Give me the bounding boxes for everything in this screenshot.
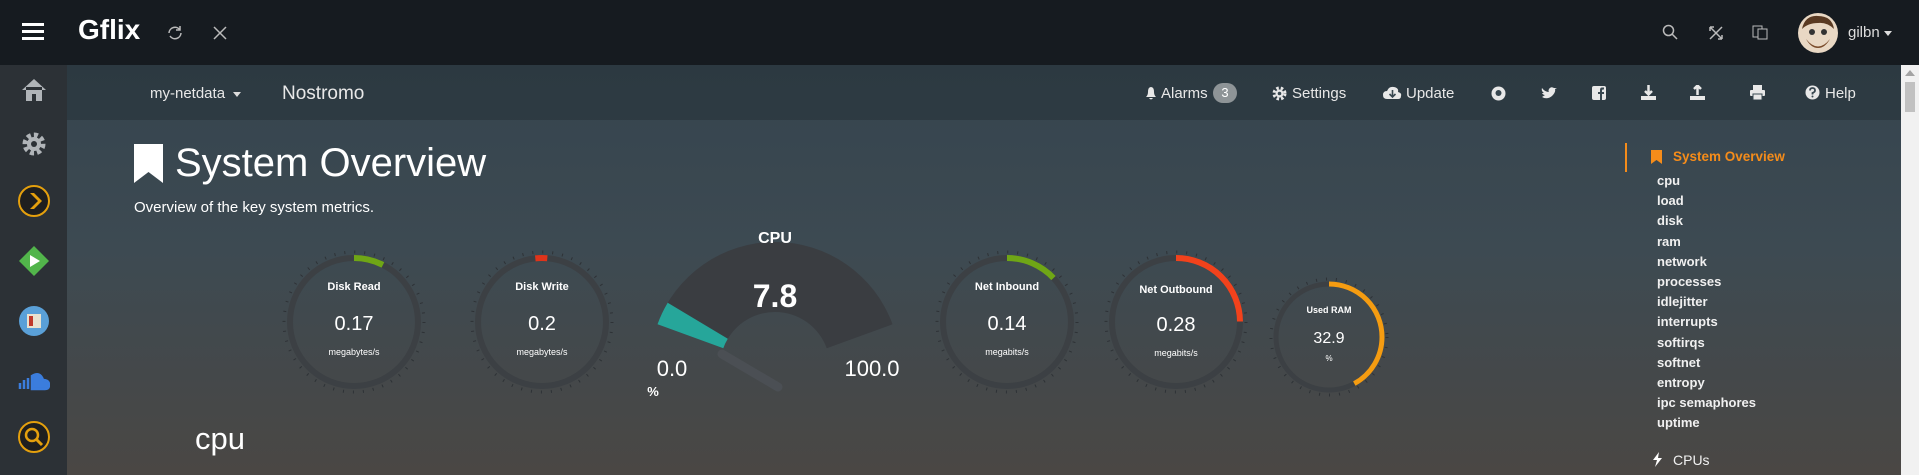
page-title: System Overview <box>175 141 487 185</box>
toc-item[interactable]: ipc semaphores <box>1657 395 1756 411</box>
gauge-title: Used RAM <box>1306 305 1351 315</box>
gauge-disk-write <box>470 250 614 394</box>
user-caret <box>1884 31 1892 36</box>
plex-icon[interactable] <box>18 185 50 217</box>
bell-icon <box>1146 87 1156 100</box>
title-bookmark <box>134 144 163 183</box>
alarms-link[interactable]: Alarms <box>1161 85 1208 102</box>
fullscreen-icon[interactable] <box>1708 25 1724 41</box>
cpu-gauge <box>657 241 893 392</box>
download-icon[interactable] <box>1641 85 1656 100</box>
cpu-gauge-fill <box>657 302 728 349</box>
gauge-title: Disk Read <box>327 281 380 293</box>
translate-icon[interactable] <box>1752 24 1768 40</box>
gauge-value: 32.9 <box>1313 330 1344 347</box>
github-icon[interactable] <box>1491 86 1506 101</box>
gauge-title: Net Outbound <box>1139 284 1212 296</box>
toc-item[interactable]: processes <box>1657 274 1722 289</box>
soundcloud-icon[interactable] <box>18 371 50 391</box>
side-bar <box>0 65 67 475</box>
settings-nav-icon <box>1272 86 1287 101</box>
toc-item[interactable]: network <box>1657 253 1707 269</box>
cpu-gauge-needle <box>717 349 783 392</box>
help-link[interactable]: Help <box>1825 85 1856 102</box>
gauge-units: megabits/s <box>985 347 1029 357</box>
settings-link[interactable]: Settings <box>1292 85 1347 102</box>
update-link[interactable]: Update <box>1406 85 1455 102</box>
gauge-units: megabytes/s <box>328 347 380 357</box>
cpu-gauge-title: CPU <box>758 230 792 247</box>
toc-item[interactable]: disk <box>1657 213 1684 229</box>
alarms-badge: 3 <box>1213 83 1237 103</box>
toc-bolt <box>1653 452 1662 467</box>
toc-item[interactable]: idlejitter <box>1657 294 1708 310</box>
twitter-icon[interactable] <box>1541 87 1557 100</box>
toc-item[interactable]: softnet <box>1657 354 1701 370</box>
gauge-units: % <box>1325 354 1332 363</box>
settings-icon[interactable] <box>21 131 47 157</box>
host-menu[interactable]: my-netdata <box>150 85 226 102</box>
page-subtitle: Overview of the key system metrics. <box>134 199 375 216</box>
scroll-up[interactable] <box>1905 70 1915 77</box>
toc-item[interactable]: softirqs <box>1657 334 1705 350</box>
refresh-icon[interactable] <box>166 24 184 42</box>
dashboard <box>67 65 1901 475</box>
gauge-title: Net Inbound <box>975 281 1039 293</box>
gauge-units: megabytes/s <box>516 347 568 357</box>
toc-item[interactable]: cpu <box>1657 173 1681 188</box>
gauge-net-outbound <box>1104 250 1248 394</box>
search-app-icon[interactable] <box>18 421 50 453</box>
gauge-used-ram <box>1269 277 1389 397</box>
toc-item[interactable]: ram <box>1657 233 1681 249</box>
gauge-value: 0.2 <box>528 313 556 335</box>
host-name: Nostromo <box>282 83 365 104</box>
toc-bookmark <box>1651 150 1662 164</box>
update-icon <box>1383 86 1402 99</box>
host-caret <box>233 92 241 97</box>
toc-item[interactable]: load <box>1657 193 1684 209</box>
gauge-value: 0.17 <box>335 313 374 335</box>
gauge-title: Disk Write <box>515 281 569 293</box>
gauge-net-inbound <box>935 250 1079 394</box>
gauge-disk-read <box>282 250 426 394</box>
toc-next[interactable]: CPUs <box>1673 452 1710 468</box>
upload-icon[interactable] <box>1690 85 1705 100</box>
cpu-gauge-value: 7.8 <box>753 278 797 314</box>
menu-button[interactable] <box>22 22 46 42</box>
avatar[interactable] <box>1797 12 1839 54</box>
search-icon[interactable] <box>1662 24 1678 40</box>
toc-item[interactable]: interrupts <box>1657 314 1718 330</box>
ombi-icon[interactable] <box>18 305 50 337</box>
toc-active-bar <box>1625 143 1627 172</box>
emby-icon[interactable] <box>18 245 50 277</box>
help-icon <box>1805 85 1820 100</box>
cpu-gauge-track <box>657 241 893 349</box>
close-icon[interactable] <box>212 25 228 41</box>
cpu-gauge-min: 0.0 <box>657 356 688 381</box>
toc-item[interactable]: uptime <box>1657 415 1700 431</box>
gauge-value: 0.28 <box>1157 314 1196 336</box>
top-bar: Gflix gilbn <box>0 0 1919 65</box>
toc-active[interactable]: System Overview <box>1673 149 1785 164</box>
print-icon[interactable] <box>1750 85 1765 100</box>
gauge-value: 0.14 <box>988 313 1027 335</box>
facebook-icon[interactable] <box>1592 86 1606 100</box>
scrollbar-thumb[interactable] <box>1905 82 1915 112</box>
scrollbar <box>1901 65 1919 475</box>
cpu-gauge-max: 100.0 <box>844 356 899 381</box>
user-name[interactable]: gilbn <box>1848 24 1880 41</box>
cpu-gauge-units: % <box>647 384 659 399</box>
gauge-units: megabits/s <box>1154 348 1198 358</box>
toc-item[interactable]: entropy <box>1657 375 1705 390</box>
brand[interactable]: Gflix <box>78 14 141 45</box>
section-heading: cpu <box>195 421 245 456</box>
home-icon[interactable] <box>20 77 48 103</box>
